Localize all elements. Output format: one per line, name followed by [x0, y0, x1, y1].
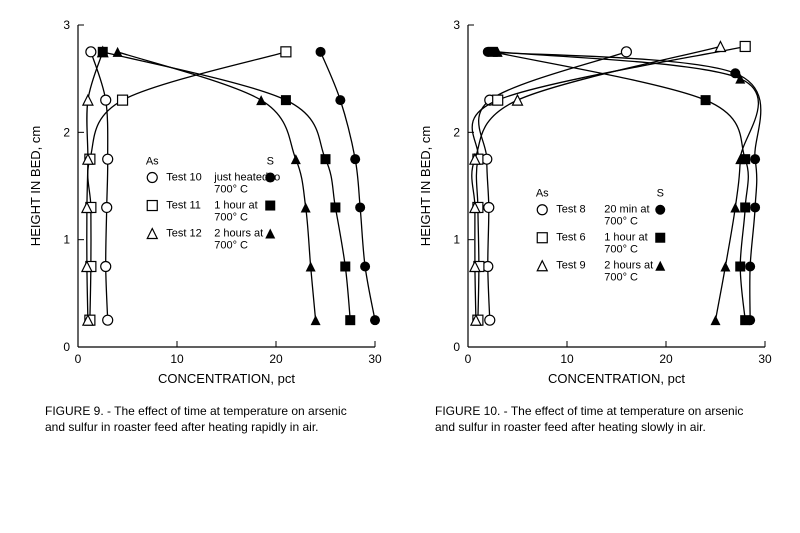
svg-text:HEIGHT IN BED, cm: HEIGHT IN BED, cm	[418, 126, 433, 246]
chart-figure-10: 0 10 20 30 0 1 2 3 CONCENTRATION, pct HEIGHT IN B…	[410, 15, 780, 395]
svg-text:3: 3	[453, 18, 460, 32]
svg-text:20 min at: 20 min at	[604, 204, 649, 216]
figure-9: 0 10 20 30 0 1 2 3 CONCENTRATION, pct HEIGHT IN B…	[20, 15, 390, 435]
svg-text:700° C: 700° C	[604, 272, 638, 284]
caption-figure-10: FIGURE 10. - The effect of time at tempe…	[435, 403, 755, 435]
svg-text:10: 10	[170, 352, 184, 366]
svg-text:20: 20	[659, 352, 673, 366]
svg-text:S: S	[267, 156, 274, 168]
caption-figure-9: FIGURE 9. - The effect of time at temper…	[45, 403, 365, 435]
svg-text:Test 9: Test 9	[556, 260, 585, 272]
svg-text:just heated to: just heated to	[213, 172, 280, 184]
svg-text:0: 0	[465, 352, 472, 366]
svg-text:As: As	[146, 156, 159, 168]
svg-text:As: As	[536, 188, 549, 200]
svg-text:2 hours at: 2 hours at	[214, 228, 263, 240]
svg-text:Test 6: Test 6	[556, 232, 585, 244]
svg-text:700° C: 700° C	[214, 184, 248, 196]
figures-row: 01020300123CONCENTRATION, pctHEIGHT IN B…	[15, 15, 785, 435]
svg-text:0: 0	[75, 352, 82, 366]
svg-text:S: S	[657, 188, 664, 200]
svg-text:20: 20	[269, 352, 283, 366]
svg-text:30: 30	[368, 352, 382, 366]
svg-text:0: 0	[453, 340, 460, 354]
svg-text:Test 8: Test 8	[556, 204, 585, 216]
svg-text:700° C: 700° C	[604, 244, 638, 256]
svg-text:700° C: 700° C	[604, 216, 638, 228]
svg-text:0: 0	[63, 340, 70, 354]
figure-10: 0 10 20 30 0 1 2 3 CONCENTRATION, pct HEIGHT IN B…	[410, 15, 780, 435]
caption-label-9: FIGURE 9. -	[45, 404, 111, 418]
svg-text:CONCENTRATION, pct: CONCENTRATION, pct	[158, 371, 295, 386]
svg-text:1: 1	[453, 233, 460, 247]
svg-text:1: 1	[63, 233, 70, 247]
svg-text:1 hour at: 1 hour at	[604, 232, 647, 244]
caption-label-10: FIGURE 10. -	[435, 404, 508, 418]
svg-text:2 hours at: 2 hours at	[604, 260, 653, 272]
svg-text:1 hour at: 1 hour at	[214, 200, 257, 212]
svg-text:Test 11: Test 11	[166, 200, 201, 212]
svg-text:2: 2	[63, 125, 70, 139]
svg-text:700° C: 700° C	[214, 212, 248, 224]
svg-text:30: 30	[758, 352, 772, 366]
svg-text:HEIGHT IN BED, cm: HEIGHT IN BED, cm	[28, 126, 43, 246]
svg-text:10: 10	[560, 352, 574, 366]
svg-text:3: 3	[63, 18, 70, 32]
svg-text:2: 2	[453, 125, 460, 139]
chart-figure-9: 0 10 20 30 0 1 2 3 CONCENTRATION, pct HEIGHT IN B…	[20, 15, 390, 395]
svg-text:CONCENTRATION, pct: CONCENTRATION, pct	[548, 371, 685, 386]
svg-text:Test 12: Test 12	[166, 228, 201, 240]
svg-text:Test 10: Test 10	[166, 172, 201, 184]
svg-text:700° C: 700° C	[214, 240, 248, 252]
